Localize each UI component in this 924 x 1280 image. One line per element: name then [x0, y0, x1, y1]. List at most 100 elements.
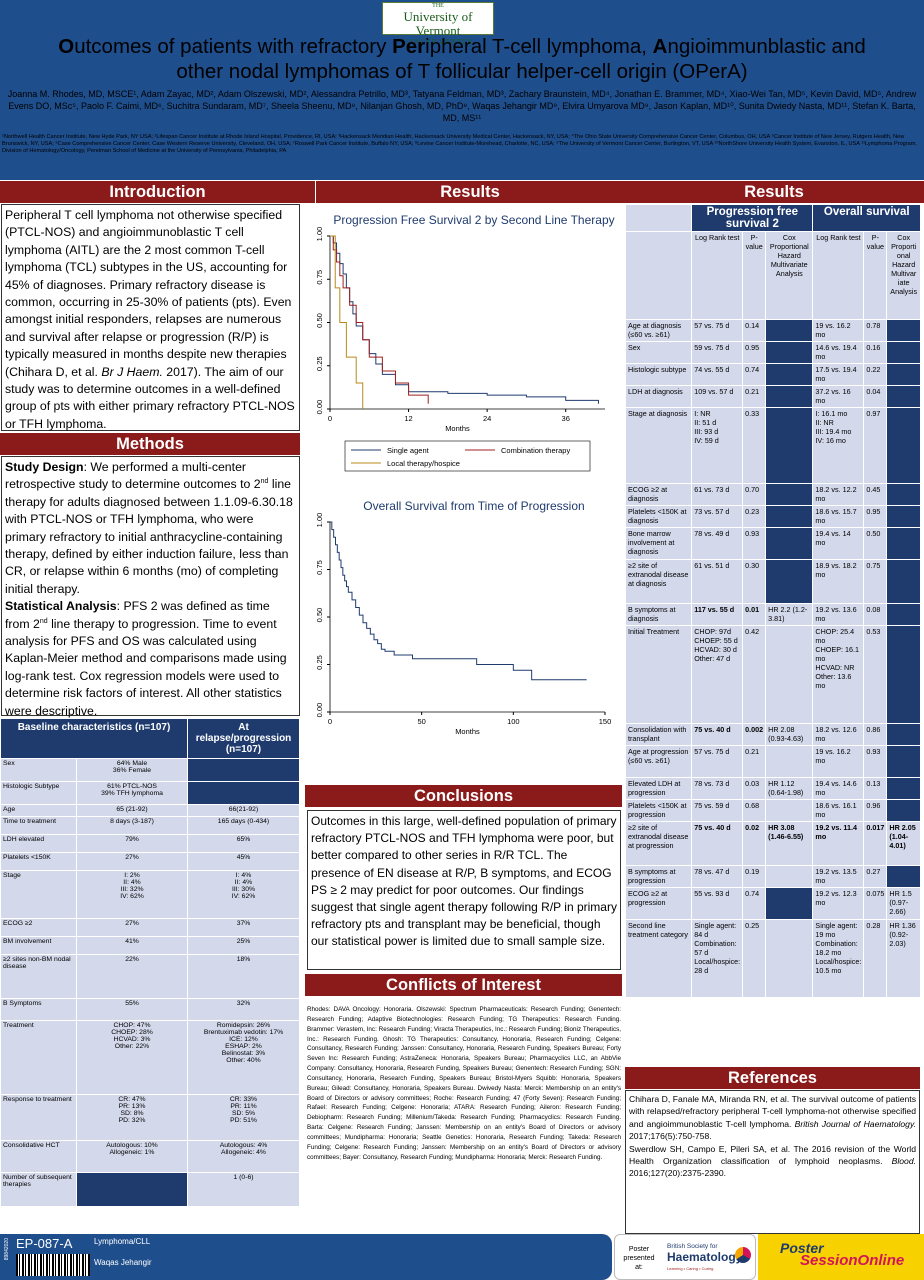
- results-cell: 0.86: [863, 723, 888, 746]
- baseline-row: BM involvement 41% 25%: [0, 936, 300, 955]
- conclusions-text: Outcomes in this large, well-defined pop…: [307, 810, 621, 970]
- methods-header: Methods: [0, 433, 300, 455]
- legend-box: [344, 440, 591, 472]
- baseline-value-b: CR: 33% PR: 11% SD: 5% PD: 51%: [187, 1094, 300, 1141]
- baseline-row: ≥2 sites non-BM nodal disease 22% 18%: [0, 954, 300, 999]
- results-cell: [765, 919, 814, 998]
- conflicts-header: Conflicts of Interest: [305, 974, 622, 996]
- results-label: ≥2 site of extranodal disease at diagnos…: [624, 559, 693, 604]
- results-cell: 57 vs. 75 d: [691, 745, 744, 778]
- results-cell: [886, 723, 921, 746]
- legend-label: Combination therapy: [501, 446, 570, 455]
- baseline-value-a: CHOP: 47% CHOEP: 28% HCVAD: 3% Other: 22…: [76, 1020, 188, 1095]
- results-cell: I: 16.1 mo II: NR III: 19.4 mo IV: 16 mo: [812, 407, 865, 484]
- results-subheader: Cox Proportional Hazard Multivariate Ana…: [765, 231, 814, 320]
- baseline-row: Response to treatment CR: 47% PR: 13% SD:…: [0, 1094, 300, 1141]
- results-cell: HR 1.5 (0.97-2.66): [886, 887, 921, 920]
- results-label: Sex: [624, 341, 693, 364]
- results-cell: [886, 407, 921, 484]
- legend-label: Single agent: [387, 446, 430, 455]
- results-cell: 19 vs. 16.2 mo: [812, 745, 865, 778]
- results-cell: 0.21: [742, 385, 767, 408]
- results-cell: 0.27: [863, 865, 888, 888]
- baseline-label: Consolidative HCT: [0, 1140, 77, 1173]
- y-tick-label: 0.50: [315, 313, 324, 328]
- results-cell: HR 2.2 (1.2-3.81): [765, 603, 814, 626]
- results-cell: [886, 777, 921, 800]
- results-cell: [765, 527, 814, 560]
- results-cell: [886, 505, 921, 528]
- results-label: ECOG ≥2 at progression: [624, 887, 693, 920]
- results-subheader: P-value: [742, 231, 767, 320]
- x-tick-label: 150: [599, 717, 612, 726]
- conclusions-header: Conclusions: [305, 785, 622, 807]
- results-header-2: Results: [624, 181, 924, 203]
- chart-title: Overall Survival from Time of Progressio…: [363, 499, 584, 513]
- results-label: Histologic subtype: [624, 363, 693, 386]
- results-cell: 0.93: [863, 745, 888, 778]
- ps-line2: SessionOnline: [800, 1252, 905, 1269]
- footer-bar: [0, 1234, 612, 1280]
- bsh-logo-icon: [735, 1247, 751, 1263]
- os-header: Overall survival: [812, 204, 921, 232]
- references-text: Chihara D, Fanale MA, Miranda RN, et al.…: [625, 1090, 920, 1234]
- baseline-label: Number of subsequent therapies: [0, 1172, 77, 1207]
- results-cell: 0.075: [863, 887, 888, 920]
- results-label: Consolidation with transplant: [624, 723, 693, 746]
- chart-title: Progression Free Survival 2 by Second Li…: [333, 213, 614, 227]
- results-cell: 0.25: [742, 919, 767, 998]
- results-cell: [765, 887, 814, 920]
- results-cell: [886, 341, 921, 364]
- results-cell: 19.4 vs. 14.6 mo: [812, 777, 865, 800]
- results-label: Stage at diagnosis: [624, 407, 693, 484]
- results-cell: 0.74: [742, 887, 767, 920]
- results-row: ECOG ≥2 at diagnosis 61 vs. 73 d 0.70 18.2 …: [624, 483, 921, 506]
- intro-text: Peripheral T cell lymphoma not otherwise…: [1, 204, 300, 431]
- results-cell: 0.04: [863, 385, 888, 408]
- baseline-value-a: 41%: [76, 936, 188, 955]
- results-cell: Single agent: 84 d Combination: 57 d Loc…: [691, 919, 744, 998]
- results-row: Histologic subtype 74 vs. 55 d 0.74 17.5 vs…: [624, 363, 921, 386]
- baseline-label: BM involvement: [0, 936, 77, 955]
- baseline-value-b: 66(21-92): [187, 804, 300, 817]
- results-label: Second line treatment category: [624, 919, 693, 998]
- results-table: Progression free survival 2 Overall survi…: [624, 204, 921, 998]
- results-row: Second line treatment category Single age…: [624, 919, 921, 998]
- methods-text: Study Design: We performed a multi-cente…: [1, 456, 300, 718]
- results-cell: 19 vs. 16.2 mo: [812, 319, 865, 342]
- results-cell: [765, 363, 814, 386]
- results-cell: [886, 363, 921, 386]
- results-cell: [886, 799, 921, 822]
- results-cell: HR 2.05 (1.04-4.01): [886, 821, 921, 866]
- results-row: Age at progression (≤60 vs. ≥61) 57 vs. 7…: [624, 745, 921, 778]
- pfs-header: Progression free survival 2: [691, 204, 814, 232]
- results-cell: [886, 865, 921, 888]
- results-cell: 0.96: [863, 799, 888, 822]
- baseline-label: Stage: [0, 870, 77, 919]
- y-tick-label: 1.00: [315, 513, 324, 528]
- results-cell: [765, 483, 814, 506]
- baseline-value-b: 65%: [187, 834, 300, 853]
- baseline-label: Platelets <150K: [0, 852, 77, 871]
- poster-title: Outcomes of patients with refractory Per…: [58, 35, 866, 83]
- bsh-line1: British Society for: [667, 1243, 718, 1250]
- baseline-row: Consolidative HCT Autologous: 10% Allogen…: [0, 1140, 300, 1173]
- results-cell: 0.95: [742, 341, 767, 364]
- baseline-value-a: 8 days (3-187): [76, 816, 188, 835]
- intro-header: Introduction: [0, 181, 315, 203]
- baseline-label: ≥2 sites non-BM nodal disease: [0, 954, 77, 999]
- results-cell: 57 vs. 75 d: [691, 319, 744, 342]
- references-header: References: [625, 1067, 920, 1089]
- results-cell: 0.22: [863, 363, 888, 386]
- x-tick-label: 0: [328, 717, 332, 726]
- results-cell: [765, 799, 814, 822]
- authors: Joanna M. Rhodes, MD, MSCE¹, Adam Zayac,…: [7, 89, 917, 123]
- results-label: B symptoms at progression: [624, 865, 693, 888]
- baseline-value-b: 45%: [187, 852, 300, 871]
- results-row: Initial Treatment CHOP: 97d CHOEP: 55 d H…: [624, 625, 921, 724]
- results-label: Age at progression (≤60 vs. ≥61): [624, 745, 693, 778]
- results-cell: CHOP: 25.4 mo CHOEP: 16.1 mo HCVAD: NR O…: [812, 625, 865, 724]
- results-row: Consolidation with transplant 75 vs. 40 d…: [624, 723, 921, 746]
- bsh-line2: Haematology: [667, 1250, 743, 1264]
- baseline-value-b: 165 days (0-434): [187, 816, 300, 835]
